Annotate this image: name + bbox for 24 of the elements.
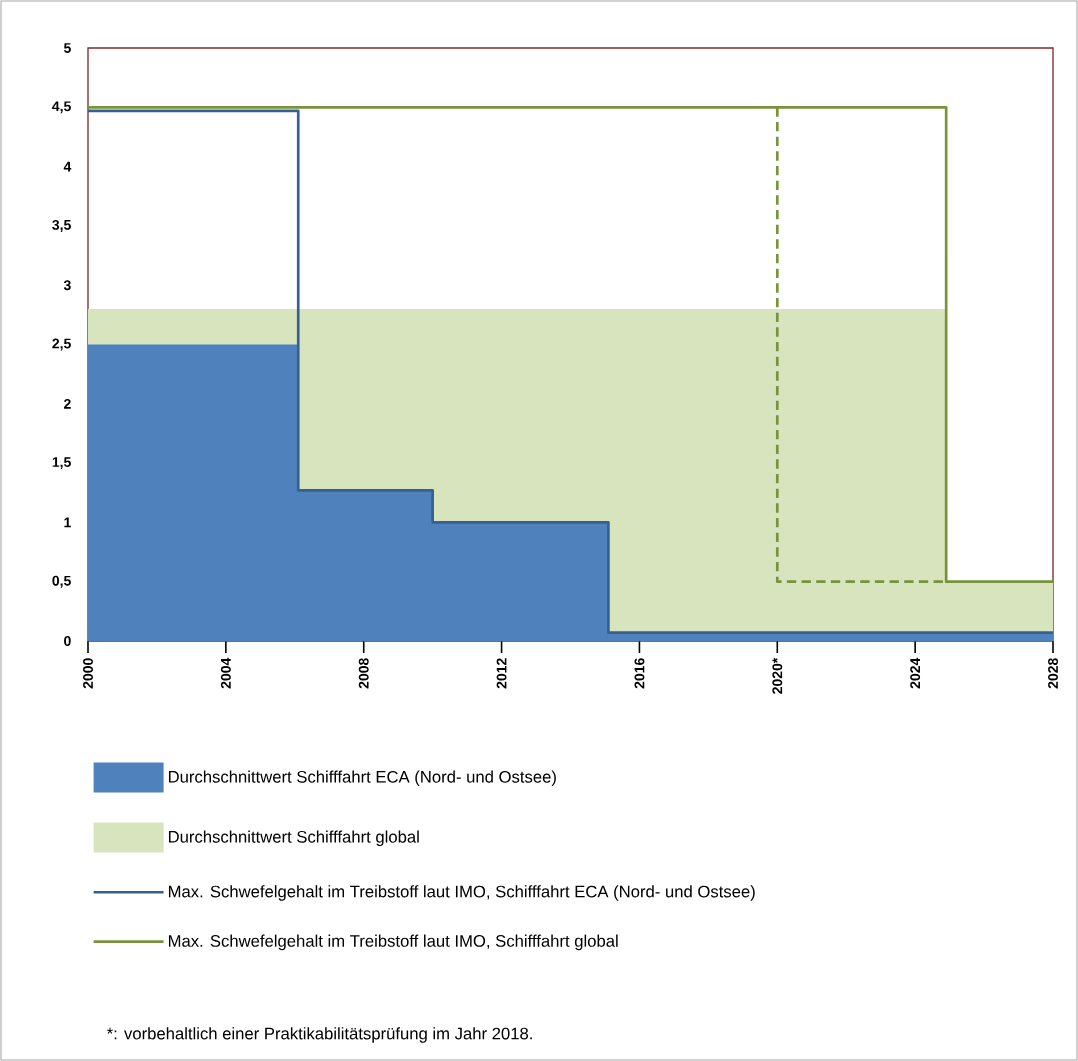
x-tick-label: 2028	[1048, 658, 1058, 689]
x-tick-label: 2024	[910, 657, 921, 689]
x-tick-label: 2004	[220, 657, 231, 689]
text: *: vorbehaltlich einer Praktikabilitätsprüfung im Jahr 2018.	[106, 1027, 532, 1043]
y-tick-label: 3	[63, 280, 71, 291]
legend-label: Durchschnittwert Schifffahrt ECA (Nord- und Ostsee)	[168, 770, 556, 787]
x-tick-label: 2016	[634, 658, 645, 689]
y-tick-label: 0	[64, 636, 71, 646]
y-tick-label: 5	[63, 43, 71, 53]
x-tick-label: 2012	[496, 658, 507, 689]
y-tick-label: 4,5	[52, 101, 71, 114]
legend-label: Durchschnittwert Schifffahrt global	[168, 830, 419, 847]
y-tick-label: 3,5	[52, 219, 71, 232]
y-tick-label: 1,5	[52, 457, 71, 470]
x-tick-label: 2008	[358, 658, 369, 689]
y-tick-label: 1	[64, 517, 71, 528]
y-tick-label: 4	[63, 161, 72, 172]
y-tick-label: 0,5	[52, 575, 71, 588]
y-tick-label: 2	[64, 398, 71, 409]
x-tick-label: 2020*	[772, 657, 783, 694]
x-tick-label: 2000	[83, 658, 93, 689]
y-tick-label: 2,5	[52, 338, 71, 351]
legend-label: Max. Schwefelgehalt im Treibstoff laut IMO, Schifffahrt ECA (Nord- und Ostsee)	[168, 885, 755, 901]
legend-label: Max. Schwefelgehalt im Treibstoff laut IMO, Schifffahrt global	[168, 934, 618, 951]
